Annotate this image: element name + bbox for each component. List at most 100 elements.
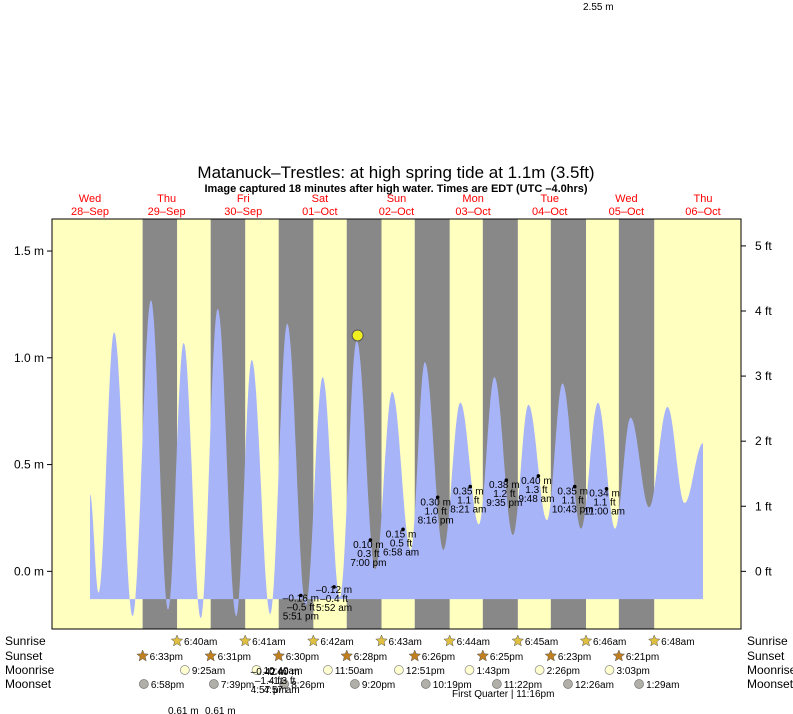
day-date-label: 04–Oct	[532, 206, 567, 218]
low-tide-text: 0.38 m	[489, 480, 520, 491]
axes: 1.5 m 1.0 m 0.5 m 0.0 m 5 ft 4 ft 3 ft 2 ft 1 ft…	[14, 218, 772, 630]
day-name-label: Thu	[694, 193, 713, 205]
sun-icon	[476, 649, 490, 662]
row-label-right: Sunset	[747, 649, 785, 663]
day-date-label: 29–Sep	[148, 206, 186, 218]
moonset-icon	[634, 679, 644, 689]
sun-icon	[408, 649, 422, 662]
moonset-time: 10:19pm	[433, 680, 472, 691]
left-tick-label: 1.5 m	[14, 244, 44, 258]
moonrise-time: 1:43pm	[476, 666, 509, 677]
chart-subtitle: Image captured 18 minutes after high wat…	[204, 183, 587, 195]
low-tide-dot	[468, 484, 473, 489]
moonrise-time: 11:50am	[335, 666, 373, 677]
tide-area	[90, 300, 703, 619]
moonrise-icon	[464, 665, 475, 675]
moonset-icon	[350, 679, 360, 689]
day-date-label: 30–Sep	[224, 206, 262, 218]
sun-icon	[511, 634, 525, 647]
sunset-time: 6:33pm	[150, 652, 183, 663]
right-tick-label: 5 ft	[755, 239, 772, 253]
sun-icon	[579, 634, 593, 647]
day-name-label: Wed	[79, 193, 101, 205]
row-label-left: Moonset	[5, 677, 52, 691]
low-tide-dot	[401, 527, 405, 532]
low-tide-text: 1.1 ft	[457, 496, 479, 507]
overlap-low-tide-text: 4:57 pm	[251, 685, 287, 696]
moonrise-icon	[534, 665, 545, 675]
overlap-low-tide-text: –0.42 m	[251, 667, 287, 678]
low-tide-text: 0.15 m	[386, 529, 417, 540]
row-label-right: Sunrise	[747, 634, 788, 648]
low-tide-text: 6:58 am	[383, 547, 419, 558]
moonrise-time: 9:25am	[192, 666, 225, 677]
sunrise-time: 6:46am	[593, 637, 626, 648]
low-tide-text: –0.4 ft	[320, 594, 348, 605]
low-tide-text: 5:51 pm	[283, 612, 319, 623]
low-tide-dot	[604, 486, 609, 491]
moonset-time: 6:58pm	[151, 680, 184, 691]
sun-icon	[204, 649, 218, 662]
right-tick-label: 4 ft	[755, 304, 772, 318]
sunset-time: 6:30pm	[286, 652, 319, 663]
sun-icon	[443, 634, 457, 647]
low-tide-dot	[299, 593, 303, 598]
tide-curve	[90, 300, 703, 619]
sun-icon	[136, 649, 150, 662]
left-tick-label: 0.5 m	[14, 458, 44, 472]
low-tide-dot	[435, 495, 440, 500]
current-tide-marker	[351, 329, 364, 342]
sun-icon	[272, 649, 286, 662]
bottom-fragment-1: 0.61 m	[168, 706, 199, 714]
moonrise-time: 2:26pm	[547, 666, 580, 677]
left-tick-label: 1.0 m	[14, 351, 44, 365]
low-tide-text: 5:52 am	[316, 603, 352, 614]
day-date-label: 03–Oct	[455, 206, 490, 218]
left-tick-label: 0.0 m	[14, 564, 44, 578]
low-tide-text: 1.0 ft	[425, 506, 447, 517]
low-tide-text: 0.35 m	[557, 487, 588, 498]
overlap-low-tide-text: –1.3 ft	[268, 676, 296, 687]
current-position-marker	[351, 329, 364, 342]
day-name-label: Tue	[540, 193, 559, 205]
plot-frame	[51, 218, 742, 630]
right-tick-label: 3 ft	[755, 369, 772, 383]
sunset-time: 6:25pm	[490, 652, 523, 663]
moonset-time: 1:29am	[646, 680, 679, 691]
moonset-icon	[279, 679, 290, 689]
moonrise-time: 12:51pm	[406, 666, 445, 677]
moonset-time: 8:26pm	[291, 680, 324, 691]
low-tide-dot	[536, 474, 541, 478]
day-date-label: 05–Oct	[609, 206, 644, 218]
sunrise-time: 6:43am	[389, 637, 422, 648]
sunset-time: 6:21pm	[626, 652, 659, 663]
low-tide-text: 1.3 ft	[525, 485, 547, 496]
day-name-label: Thu	[157, 193, 176, 205]
row-label-left: Moonrise	[5, 663, 55, 677]
moonrise-icon	[604, 665, 615, 675]
low-tide-text: 10:43 pm	[552, 505, 594, 516]
sunset-time: 6:31pm	[218, 652, 251, 663]
low-tide-labels: –0.16 m–0.5 ft5:51 pm –0.12 m–0.4 ft5:52 …	[283, 474, 625, 623]
row-label-right: Moonrise	[747, 663, 793, 677]
sunrise-time: 6:45am	[525, 637, 558, 648]
moonset-icon	[420, 679, 431, 689]
sunrise-time: 6:40am	[184, 637, 217, 648]
low-tide-text: 1.1 ft	[562, 496, 584, 507]
low-tide-text: 9:48 am	[518, 494, 554, 505]
right-tick-label: 2 ft	[755, 434, 772, 448]
day-date-label: 06–Oct	[685, 206, 720, 218]
low-tide-text: 0.3 ft	[357, 549, 379, 560]
moonset-time: 11:22pm	[504, 680, 542, 691]
chart-title: Matanuck–Trestles: at high spring tide a…	[197, 163, 594, 182]
sun-icon	[238, 634, 252, 647]
moonrise-icon	[394, 665, 404, 675]
sun-icon	[647, 634, 661, 647]
day-name-label: Sun	[387, 193, 407, 205]
day-name-label: Wed	[615, 193, 637, 205]
low-tide-text: 0.34 m	[589, 489, 620, 500]
moonrise-icon	[323, 665, 333, 675]
day-labels: Wed28–SepThu29–SepFri30–SepSat01–OctSun0…	[71, 193, 721, 218]
moonset-time: 7:39pm	[221, 680, 254, 691]
